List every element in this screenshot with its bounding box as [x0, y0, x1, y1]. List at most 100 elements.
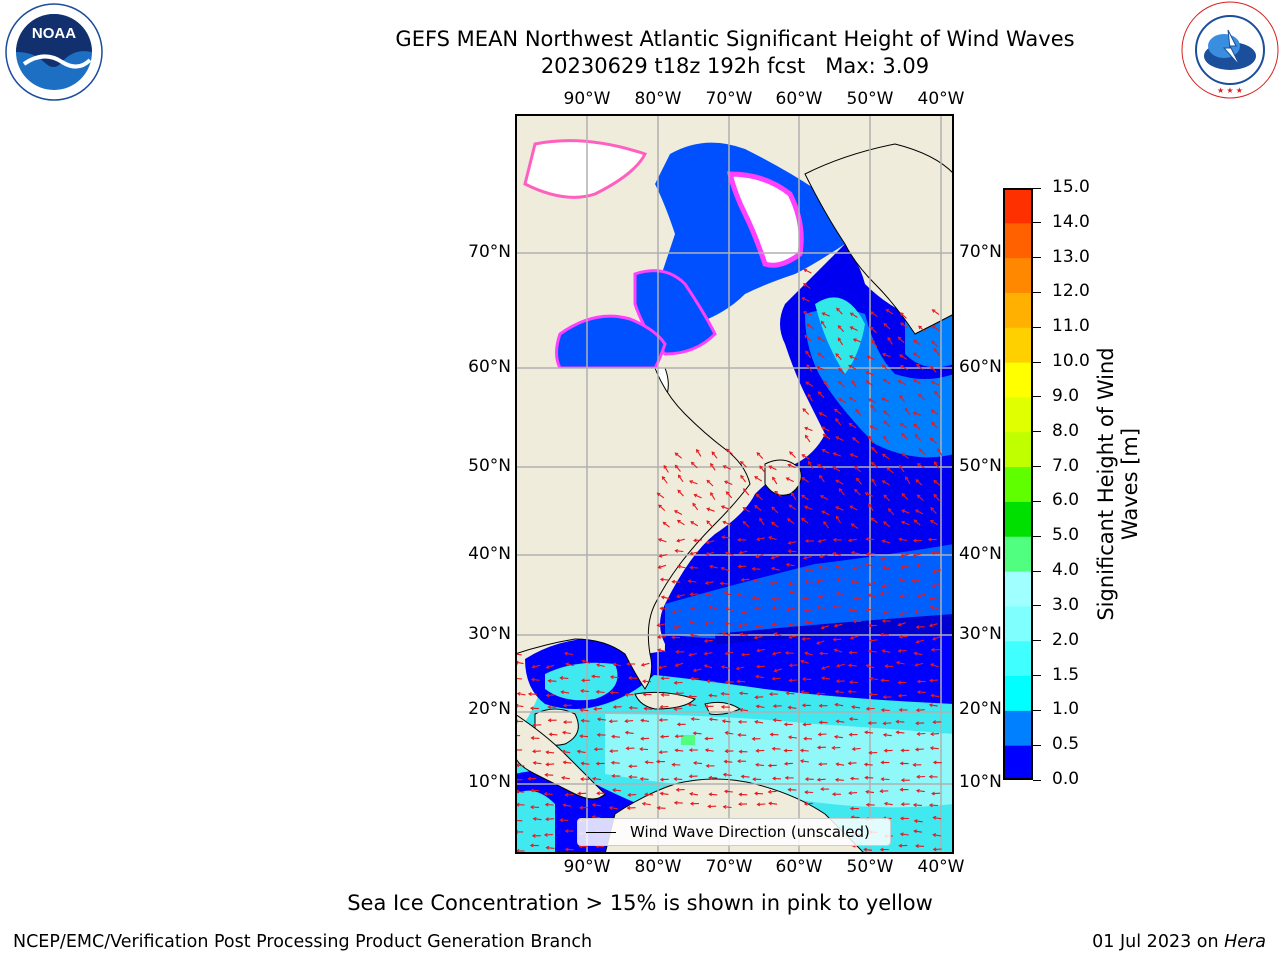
wind-wave-arrow-head — [864, 492, 869, 496]
wind-wave-arrow — [658, 504, 666, 511]
wind-wave-arrow — [850, 326, 858, 331]
wind-wave-arrow — [805, 350, 812, 359]
wind-wave-arrow — [915, 479, 923, 486]
wind-wave-arrow-head — [865, 371, 870, 375]
wind-wave-arrow — [755, 721, 764, 724]
wind-wave-arrow-head — [724, 480, 728, 485]
wind-wave-arrow-head — [867, 593, 872, 598]
wind-wave-arrow-head — [897, 622, 902, 627]
wind-wave-arrow — [818, 594, 827, 598]
wind-wave-arrow — [580, 709, 589, 712]
baffin-bay-water — [655, 142, 845, 324]
wind-wave-arrow-head — [836, 663, 841, 668]
wind-wave-arrow-head — [625, 746, 630, 751]
wave-height-map — [515, 114, 954, 854]
wind-wave-arrow — [835, 703, 844, 707]
wind-wave-arrow — [592, 816, 601, 819]
wind-wave-arrow-head — [532, 749, 536, 754]
wind-wave-arrow — [645, 761, 654, 764]
wind-wave-arrow-head — [835, 719, 840, 724]
wind-wave-arrow — [751, 597, 761, 600]
wind-wave-arrow-head — [933, 461, 938, 466]
wind-wave-arrow — [641, 737, 650, 740]
wind-wave-arrow — [660, 607, 669, 610]
wind-wave-arrow-head — [755, 704, 760, 709]
wind-wave-arrow-head — [547, 718, 552, 723]
wind-wave-arrow-head — [848, 717, 853, 722]
wind-wave-arrow-head — [864, 775, 869, 780]
wind-wave-arrow — [563, 761, 572, 764]
wind-wave-arrow — [835, 690, 844, 694]
lon-label-bottom-80w: 80°W — [634, 857, 682, 877]
wind-wave-arrow-head — [806, 364, 811, 368]
wind-wave-arrow — [674, 452, 682, 459]
wind-wave-arrow — [818, 538, 827, 543]
wind-wave-arrow — [807, 394, 813, 402]
wind-wave-arrow — [674, 778, 683, 780]
wind-wave-arrow — [882, 480, 890, 486]
wind-wave-arrow — [772, 777, 782, 780]
baffin-ice — [726, 171, 804, 268]
wind-wave-arrow — [740, 461, 747, 468]
wind-wave-arrow — [819, 554, 828, 558]
wind-wave-arrow-head — [801, 494, 805, 499]
wind-wave-arrow — [672, 581, 681, 583]
wind-wave-arrow-head — [768, 801, 773, 806]
wind-wave-arrow — [642, 680, 652, 683]
wind-wave-arrow — [791, 492, 797, 500]
wind-wave-arrow-head — [708, 693, 713, 698]
colorbar-tick-label: 0.0 — [1052, 769, 1080, 789]
colorbar-tick-mark — [1033, 222, 1041, 224]
wind-wave-arrow — [866, 791, 875, 794]
wind-wave-arrow-head — [660, 676, 665, 681]
wind-wave-arrow — [836, 663, 845, 667]
wind-wave-arrow-head — [787, 581, 792, 586]
wind-wave-arrow — [821, 320, 827, 329]
wind-wave-arrow — [771, 506, 779, 514]
colorbar-tick-label: 12.0 — [1052, 281, 1090, 302]
wind-wave-arrow-head — [756, 537, 761, 542]
wind-wave-arrow — [917, 593, 926, 597]
wind-wave-arrow — [784, 762, 793, 765]
wind-wave-arrow-head — [739, 707, 743, 712]
wind-wave-arrow — [851, 706, 861, 709]
wind-wave-arrow-head — [803, 268, 808, 273]
wind-wave-arrow-head — [881, 619, 886, 624]
wind-wave-arrow-head — [674, 464, 679, 469]
wind-wave-arrow-head — [561, 749, 566, 754]
wind-wave-arrow-head — [787, 705, 792, 710]
colorbar-tick-label: 7.0 — [1052, 455, 1080, 476]
wind-wave-arrow-head — [759, 465, 763, 470]
wind-wave-arrow-head — [671, 762, 676, 767]
wind-wave-arrow-head — [899, 832, 904, 837]
wind-wave-arrow-head — [659, 791, 664, 796]
wind-wave-arrow — [870, 311, 878, 318]
colorbar-tick-mark — [1033, 187, 1041, 189]
wind-wave-arrow-head — [740, 774, 745, 779]
wind-wave-arrow-head — [819, 474, 823, 479]
wind-wave-arrow — [704, 622, 713, 625]
wind-wave-arrow — [676, 538, 685, 542]
wind-wave-arrow-head — [871, 339, 876, 344]
wind-wave-arrow — [835, 353, 842, 361]
wind-wave-arrow-head — [853, 596, 857, 601]
wind-wave-arrow — [870, 425, 878, 431]
wind-wave-arrow — [725, 552, 734, 556]
wind-wave-arrow-head — [529, 706, 534, 711]
wind-wave-arrow — [692, 503, 699, 511]
wind-wave-arrow-head — [755, 554, 760, 559]
wind-wave-arrow-head — [849, 505, 854, 510]
wind-wave-arrow — [816, 366, 825, 371]
colorbar-swatch — [1003, 605, 1033, 642]
wind-wave-arrow-head — [687, 702, 692, 707]
wind-wave-arrow — [772, 748, 781, 750]
wind-wave-arrow — [724, 760, 733, 763]
wind-wave-arrow-head — [756, 452, 761, 456]
wind-wave-arrow — [705, 581, 714, 584]
wind-wave-arrow — [596, 691, 605, 694]
wind-wave-arrow — [867, 594, 877, 598]
wind-wave-arrow-head — [931, 325, 936, 329]
wind-wave-arrow — [901, 493, 909, 500]
wind-wave-arrow-head — [593, 706, 598, 711]
wind-wave-arrow-head — [531, 664, 536, 669]
